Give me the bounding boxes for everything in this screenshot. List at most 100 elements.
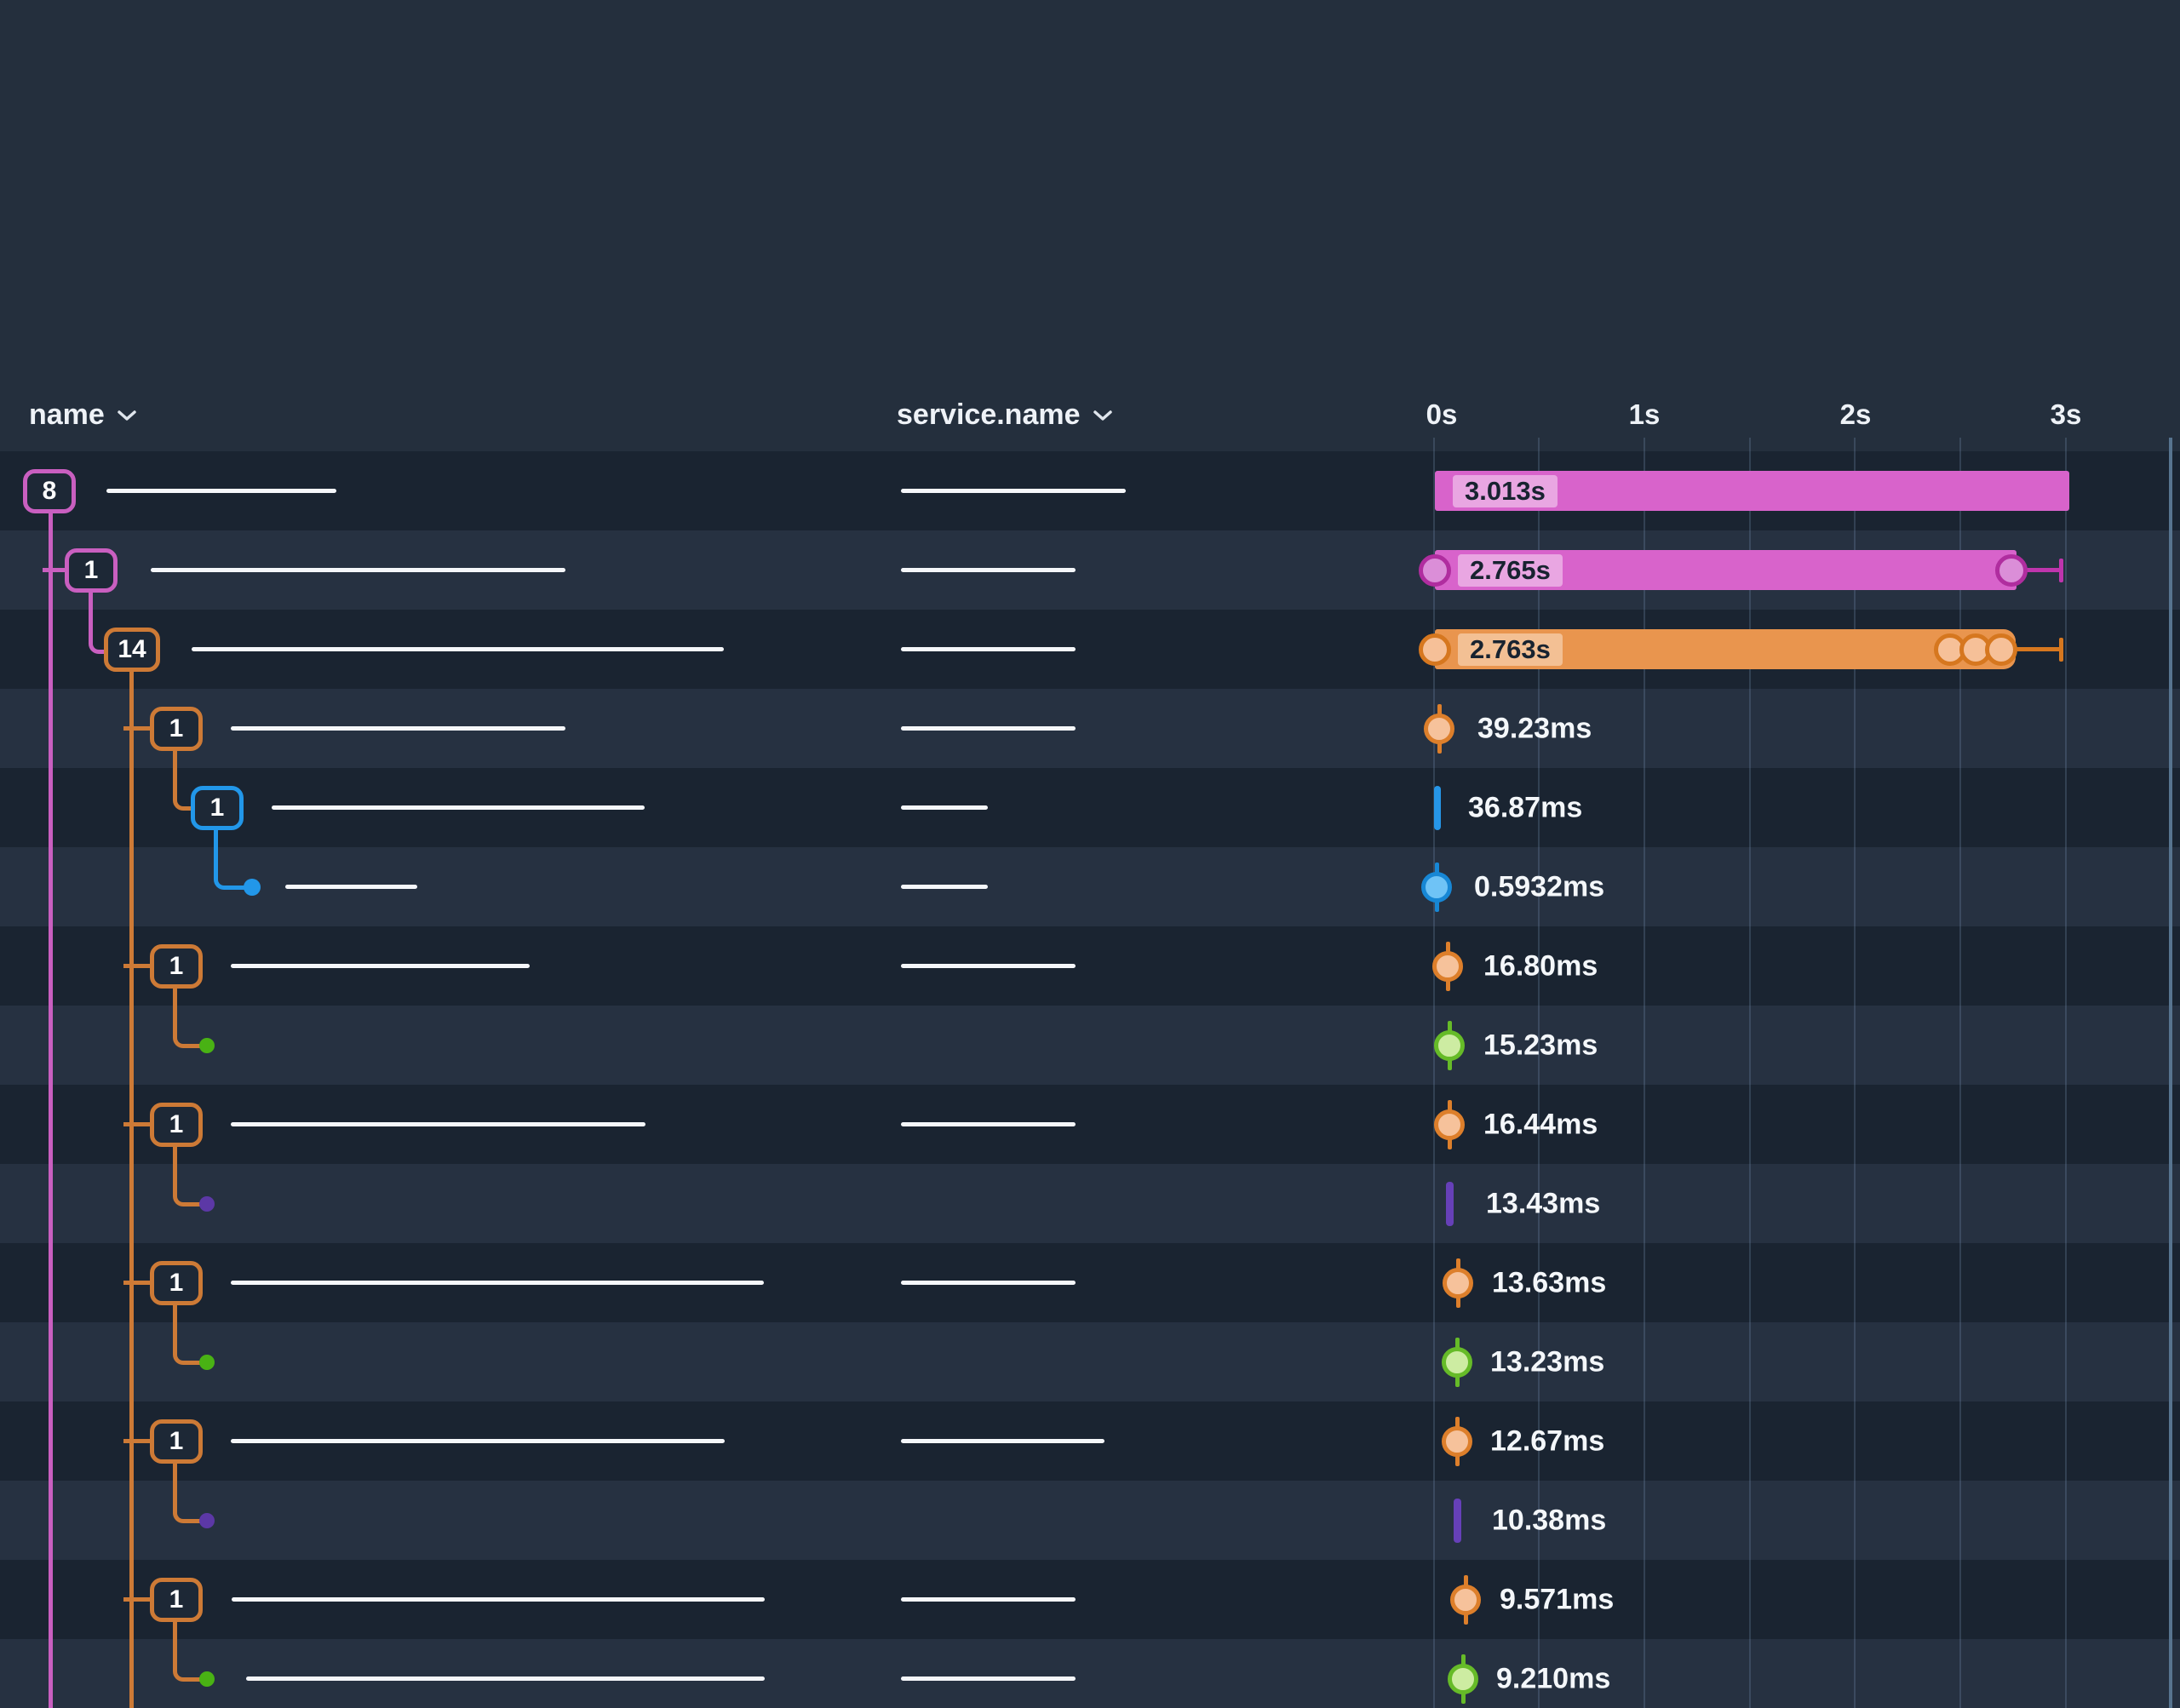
event-marker-circle[interactable] bbox=[1434, 1030, 1465, 1061]
badge-count: 14 bbox=[118, 635, 146, 663]
event-marker-circle[interactable] bbox=[1434, 1109, 1465, 1140]
badge-count: 1 bbox=[169, 1585, 184, 1613]
tree-connector bbox=[123, 1597, 150, 1602]
span-count-badge[interactable]: 8 bbox=[23, 469, 76, 513]
badge-count: 1 bbox=[169, 952, 184, 980]
column-header-service-name[interactable]: service.name bbox=[897, 398, 1113, 432]
leaf-dot[interactable] bbox=[199, 1513, 215, 1528]
duration-label: 13.63ms bbox=[1492, 1266, 1607, 1299]
span-count-badge[interactable]: 1 bbox=[150, 944, 203, 989]
tree-elbow bbox=[173, 1147, 204, 1206]
span-tick-bar[interactable] bbox=[1454, 1499, 1461, 1543]
duration-label: 39.23ms bbox=[1477, 712, 1592, 745]
tree-line-pink-root bbox=[49, 513, 53, 1708]
gridline-1s bbox=[1644, 438, 1645, 1708]
duration-label: 13.23ms bbox=[1490, 1345, 1605, 1378]
leaf-dot[interactable] bbox=[199, 1671, 215, 1687]
redacted-span-name bbox=[285, 885, 417, 889]
duration-label: 9.571ms bbox=[1500, 1583, 1615, 1616]
event-marker-circle[interactable] bbox=[1450, 1585, 1481, 1615]
redacted-service-name bbox=[901, 1676, 1076, 1681]
redacted-span-name bbox=[231, 1439, 725, 1443]
tree-elbow bbox=[173, 1305, 204, 1365]
redacted-service-name bbox=[901, 1439, 1104, 1443]
leaf-dot[interactable] bbox=[199, 1038, 215, 1053]
span-event-circle[interactable] bbox=[1985, 633, 2017, 666]
tree-connector bbox=[123, 726, 150, 731]
gridline-1.5s bbox=[1749, 438, 1751, 1708]
tree-elbow bbox=[173, 989, 204, 1048]
row-stripe bbox=[0, 1006, 2180, 1085]
span-count-badge[interactable]: 1 bbox=[150, 1261, 203, 1305]
axis-tick-0s: 0s bbox=[1426, 398, 1458, 430]
row-stripe bbox=[0, 1164, 2180, 1243]
leaf-dot[interactable] bbox=[199, 1355, 215, 1370]
redacted-span-name bbox=[106, 489, 336, 493]
event-marker-circle[interactable] bbox=[1448, 1664, 1478, 1694]
span-count-badge[interactable]: 1 bbox=[150, 1419, 203, 1464]
span-count-badge[interactable]: 1 bbox=[65, 548, 118, 593]
redacted-service-name bbox=[901, 1597, 1076, 1602]
duration-chip: 3.013s bbox=[1453, 475, 1558, 507]
badge-count: 8 bbox=[42, 477, 57, 505]
chevron-down-icon bbox=[118, 410, 136, 421]
duration-chip: 2.763s bbox=[1458, 633, 1563, 666]
redacted-span-name bbox=[231, 1122, 645, 1126]
event-marker-circle[interactable] bbox=[1421, 872, 1452, 903]
span-event-circle[interactable] bbox=[1995, 554, 2028, 587]
axis-tick-1s: 1s bbox=[1628, 398, 1661, 430]
redacted-service-name bbox=[901, 647, 1076, 651]
span-whisker-cap bbox=[2059, 559, 2063, 582]
gridline-3s bbox=[2065, 438, 2067, 1708]
span-whisker bbox=[2016, 568, 2061, 572]
duration-label: 15.23ms bbox=[1483, 1029, 1598, 1062]
gridline-0.5s bbox=[1538, 438, 1540, 1708]
gridline-2s bbox=[1854, 438, 1856, 1708]
span-tick-bar[interactable] bbox=[1446, 1182, 1454, 1226]
span-count-badge[interactable]: 14 bbox=[104, 628, 160, 672]
axis-tick-2s: 2s bbox=[1839, 398, 1872, 430]
tree-elbow bbox=[214, 830, 248, 890]
span-event-circle[interactable] bbox=[1419, 633, 1451, 666]
tree-line-orange-root bbox=[129, 672, 134, 1708]
event-marker-circle[interactable] bbox=[1443, 1268, 1473, 1298]
duration-label: 0.5932ms bbox=[1474, 870, 1605, 903]
event-marker-circle[interactable] bbox=[1442, 1347, 1472, 1378]
span-count-badge[interactable]: 1 bbox=[150, 1103, 203, 1147]
span-count-badge[interactable]: 1 bbox=[191, 786, 244, 830]
duration-label: 3.013s bbox=[1465, 476, 1546, 506]
leaf-dot[interactable] bbox=[199, 1196, 215, 1212]
duration-label: 13.43ms bbox=[1486, 1187, 1601, 1220]
gridline-0s bbox=[1433, 438, 1435, 1708]
leaf-dot[interactable] bbox=[244, 879, 261, 896]
badge-count: 1 bbox=[169, 1427, 184, 1455]
event-marker-circle[interactable] bbox=[1442, 1426, 1472, 1457]
column-header-name[interactable]: name bbox=[29, 398, 137, 432]
span-whisker bbox=[2016, 647, 2061, 651]
duration-label: 10.38ms bbox=[1492, 1504, 1607, 1537]
span-count-badge[interactable]: 1 bbox=[150, 1578, 203, 1622]
row-stripe bbox=[0, 1481, 2180, 1560]
chevron-down-icon bbox=[1093, 410, 1112, 421]
event-marker-circle[interactable] bbox=[1424, 714, 1454, 744]
redacted-service-name bbox=[901, 1281, 1076, 1285]
badge-count: 1 bbox=[83, 556, 99, 584]
span-tick-bar[interactable] bbox=[1434, 786, 1441, 830]
span-event-circle[interactable] bbox=[1419, 554, 1451, 587]
gridline-2.5s bbox=[1959, 438, 1961, 1708]
column-header-name-label: name bbox=[29, 398, 105, 431]
redacted-service-name bbox=[901, 568, 1076, 572]
redacted-span-name bbox=[231, 964, 530, 968]
duration-label: 2.765s bbox=[1470, 555, 1551, 585]
tree-connector bbox=[123, 1281, 150, 1285]
redacted-span-name bbox=[151, 568, 565, 572]
redacted-service-name bbox=[901, 805, 988, 810]
redacted-service-name bbox=[901, 1122, 1076, 1126]
duration-chip: 2.765s bbox=[1458, 554, 1563, 587]
badge-count: 1 bbox=[169, 1269, 184, 1297]
tree-elbow bbox=[89, 593, 108, 654]
redacted-span-name bbox=[232, 1597, 765, 1602]
axis-tick-3s: 3s bbox=[2050, 398, 2082, 430]
span-count-badge[interactable]: 1 bbox=[150, 707, 203, 751]
event-marker-circle[interactable] bbox=[1432, 951, 1463, 982]
